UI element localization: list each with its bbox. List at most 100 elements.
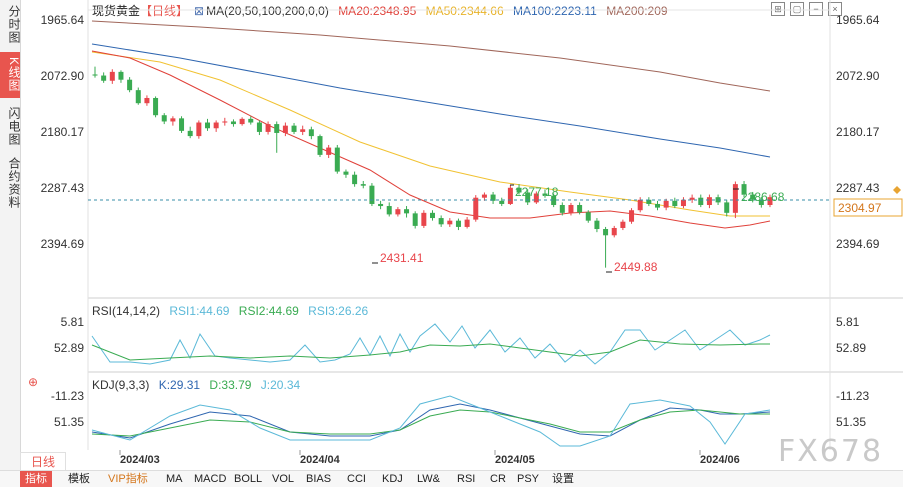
date-tick: 2024/05 [495,454,535,466]
candle-body [542,193,548,196]
ma100-value: MA100:2223.11 [513,4,597,18]
kdj-tick-right: 51.35 [836,415,866,429]
tab-settings[interactable]: 设置 [552,473,574,485]
candle-body [430,212,435,219]
current-price-label: 2304.97 [838,201,882,215]
candle-body [282,125,288,133]
low2-label: 2449.88 [614,260,658,274]
rsi-params: RSI(14,14,2) [92,304,161,318]
candle-body [758,199,764,206]
candle-body [706,197,712,206]
target-icon[interactable]: ⊕ [28,375,38,389]
grid-icon[interactable]: ⊞ [771,2,785,16]
rsi1-value: RSI1:44.69 [169,304,230,318]
period-tab-daily[interactable]: 日线 [20,452,66,471]
tab-lw[interactable]: LW& [417,473,441,485]
price-tick-right: 2394.69 [836,237,880,251]
ma100-line [91,43,771,158]
rsi1-line [91,323,771,365]
candle-body [672,200,678,207]
kdj-legend: KDJ(9,3,3) K:29.31 D:33.79 J:20.34 [92,378,306,392]
tab-indicators[interactable]: 指标 [20,471,52,487]
date-tick: 2024/06 [700,454,740,466]
candle-body [533,193,539,203]
candle-body [196,122,202,137]
rsi2-line [91,339,770,361]
rsi-tick-right: 5.81 [836,315,860,329]
price-tick-right: 1965.64 [836,13,880,27]
low1-label: 2431.41 [380,251,424,265]
window-icon[interactable]: ▢ [790,2,804,16]
chart-settings-icon[interactable]: ⊠ [194,4,205,18]
minimize-icon[interactable]: − [809,2,823,16]
tab-contract-info[interactable]: 合约资料 [7,157,21,209]
tab-cr[interactable]: CR [490,473,506,485]
tab-macd[interactable]: MACD [194,473,227,485]
candle-body [170,118,176,122]
ma200-line [91,20,771,92]
kdj-j-line [91,395,771,447]
candle-body [438,218,444,225]
candle-body [135,90,141,104]
candle-body [386,206,392,215]
candle-body [750,194,756,200]
candle-body [689,197,695,200]
candle-body [404,209,410,214]
candle-body [395,209,401,215]
price-alert-icon[interactable] [893,186,901,194]
candle-body [161,115,167,122]
candle-body [473,197,479,220]
candle-body [222,121,228,123]
tab-intraday[interactable]: 分时图 [7,4,21,44]
tab-rsi[interactable]: RSI [457,473,476,485]
kdj-tick-left: -11.23 [51,389,84,403]
candle-body [118,71,124,80]
rsi3-value: RSI3:26.26 [308,304,369,318]
price-tick-left: 2287.43 [41,181,85,195]
tab-kdj[interactable]: KDJ [382,473,403,485]
candle-body [637,199,643,211]
candle-body [412,213,418,226]
date-tick: 2024/03 [120,454,160,466]
candle-body [317,136,323,155]
price-tick-right: 2287.43 [836,181,880,195]
candle-body [378,203,384,207]
candle-body [568,205,574,213]
tab-templates[interactable]: 模板 [68,473,90,485]
candle-body [334,147,340,172]
tab-kline[interactable]: K线图 [0,52,21,98]
candle-body [663,200,669,208]
tab-psy[interactable]: PSY [517,473,540,485]
candle-body [525,192,531,203]
tab-flash[interactable]: 闪电图 [7,106,21,146]
candle-body [767,197,773,206]
high2-label: 2286.68 [741,190,785,204]
tab-cci[interactable]: CCI [347,473,366,485]
candle-body [92,74,98,76]
kdj-j-value: J:20.34 [260,378,301,392]
kdj-params: KDJ(9,3,3) [92,378,150,392]
chart-canvas: 1965.64 2072.90 2180.17 2287.43 2394.69 … [28,0,903,466]
left-sidebar: 分时图 K线图 闪电图 合约资料 [0,0,21,470]
tab-bias[interactable]: BIAS [306,473,332,485]
tab-ma[interactable]: MA [166,473,183,485]
candle-body [629,210,635,222]
close-icon[interactable]: × [828,2,842,16]
candle-body [352,174,358,185]
tab-vip-indicators[interactable]: VIP指标 [108,473,148,485]
candle-body [239,118,245,125]
date-tick: 2024/04 [300,454,341,466]
candle-body [101,75,107,81]
candle-body [551,195,557,206]
candle-body [577,205,583,213]
ma200-value: MA200:209 [606,4,668,18]
rsi-legend: RSI(14,14,2) RSI1:44.69 RSI2:44.69 RSI3:… [92,304,374,318]
price-panel-frame [87,9,831,299]
tab-boll[interactable]: BOLL [234,473,263,485]
tab-vol[interactable]: VOL [272,473,295,485]
candle-body [507,187,513,204]
candle-body [213,122,219,129]
price-tick-left: 2072.90 [41,69,85,83]
candle-body [308,129,314,137]
candle-body [109,71,115,81]
